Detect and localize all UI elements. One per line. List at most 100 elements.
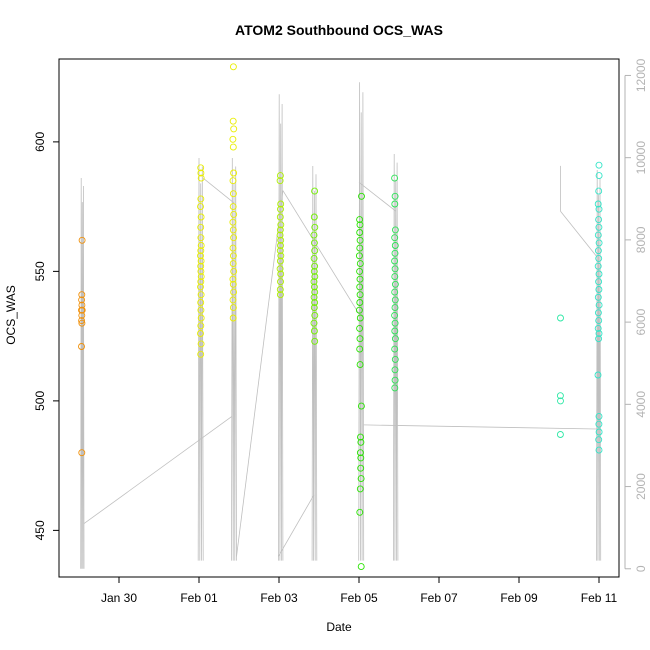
y-tick-label-1: 500 bbox=[33, 391, 47, 411]
data-point-1-43 bbox=[229, 280, 237, 288]
data-point-2-0 bbox=[276, 172, 284, 180]
data-point-4-8 bbox=[356, 267, 364, 275]
data-point-5-12 bbox=[391, 296, 399, 304]
data-point-3-8 bbox=[310, 267, 318, 275]
y2-tick-label-2: 4000 bbox=[634, 391, 648, 418]
data-point-4-4 bbox=[356, 236, 364, 244]
data-point-4-13 bbox=[355, 306, 363, 314]
data-point-4-18 bbox=[356, 361, 364, 369]
data-point-1-8 bbox=[197, 242, 205, 249]
data-point-2-9 bbox=[277, 242, 284, 249]
data-point-1-11 bbox=[197, 257, 205, 265]
data-point-2-4 bbox=[276, 213, 284, 221]
data-point-1-36 bbox=[229, 226, 237, 234]
data-point-1-25 bbox=[229, 63, 237, 71]
data-point-2-12 bbox=[276, 257, 284, 265]
data-point-4-24 bbox=[357, 464, 365, 472]
data-point-0-5 bbox=[78, 306, 86, 314]
data-point-3-2 bbox=[311, 223, 319, 231]
data-point-5-2 bbox=[391, 200, 399, 208]
data-point-7-1 bbox=[595, 172, 603, 180]
data-point-7-4 bbox=[595, 205, 603, 213]
data-point-5-0 bbox=[391, 174, 399, 182]
data-point-4-15 bbox=[356, 324, 364, 332]
data-point-0-9 bbox=[78, 343, 85, 350]
altitude-flight-0 bbox=[80, 177, 85, 569]
data-point-5-22 bbox=[391, 384, 399, 392]
altitude-connector-4 bbox=[282, 190, 360, 315]
x-tick-label-6: Feb 11 bbox=[581, 591, 618, 605]
data-point-3-7 bbox=[311, 262, 319, 270]
data-point-3-13 bbox=[310, 293, 318, 301]
data-point-1-42 bbox=[229, 275, 237, 283]
y-tick-label-0: 450 bbox=[33, 520, 47, 540]
data-point-4-17 bbox=[356, 345, 364, 353]
data-point-7-20 bbox=[595, 330, 603, 337]
altitude-connector-5 bbox=[358, 181, 396, 212]
data-point-4-21 bbox=[357, 438, 365, 446]
data-point-1-40 bbox=[229, 260, 237, 268]
data-point-4-11 bbox=[356, 291, 364, 299]
y-tick-label-2: 550 bbox=[33, 261, 47, 281]
altitude-flight-4 bbox=[311, 165, 318, 561]
data-point-5-13 bbox=[391, 304, 399, 312]
y2-tick-label-1: 2000 bbox=[634, 473, 648, 500]
y-tick-label-3: 600 bbox=[33, 132, 47, 152]
data-point-1-12 bbox=[197, 262, 205, 270]
data-point-3-4 bbox=[310, 239, 318, 247]
data-point-5-9 bbox=[391, 273, 399, 281]
x-axis-label: Date bbox=[326, 620, 352, 634]
x-tick-label-1: Feb 01 bbox=[180, 591, 218, 605]
data-point-1-47 bbox=[229, 314, 237, 322]
data-point-7-15 bbox=[594, 293, 602, 301]
data-point-3-10 bbox=[310, 278, 318, 286]
data-point-3-17 bbox=[310, 319, 318, 327]
data-point-3-0 bbox=[311, 187, 319, 195]
data-point-6-0 bbox=[557, 314, 564, 322]
data-point-5-7 bbox=[391, 257, 399, 265]
data-point-7-6 bbox=[595, 223, 603, 231]
altitude-flight-1 bbox=[197, 157, 204, 561]
data-point-3-3 bbox=[310, 231, 318, 239]
altitude-flight-5 bbox=[358, 82, 365, 561]
data-point-1-28 bbox=[229, 135, 237, 143]
data-point-1-27 bbox=[230, 125, 238, 133]
data-point-7-25 bbox=[595, 428, 603, 436]
data-point-4-7 bbox=[356, 260, 364, 268]
data-point-5-18 bbox=[391, 345, 399, 353]
data-point-1-39 bbox=[229, 252, 237, 260]
data-point-0-10 bbox=[78, 449, 86, 457]
data-point-1-18 bbox=[197, 299, 205, 306]
data-point-4-16 bbox=[356, 335, 364, 343]
data-point-1-41 bbox=[230, 267, 238, 275]
data-point-7-22 bbox=[594, 371, 602, 379]
data-point-4-0 bbox=[358, 192, 365, 200]
data-point-6-1 bbox=[556, 392, 564, 400]
data-point-2-2 bbox=[277, 200, 285, 208]
axes: 450 500 550 600 Jan 30 Feb 01 Feb 03 Feb 05 Feb … bbox=[33, 58, 648, 605]
data-point-1-13 bbox=[197, 267, 205, 275]
data-point-4-26 bbox=[356, 485, 364, 493]
data-point-1-37 bbox=[230, 234, 238, 242]
data-point-4-2 bbox=[356, 221, 364, 229]
data-point-1-14 bbox=[197, 273, 205, 281]
data-point-4-25 bbox=[357, 475, 365, 483]
altitude-connector-0 bbox=[83, 416, 232, 524]
data-point-4-20 bbox=[357, 433, 364, 441]
data-point-7-13 bbox=[595, 278, 603, 286]
data-point-4-10 bbox=[356, 283, 364, 291]
data-point-5-3 bbox=[391, 226, 399, 234]
data-point-1-15 bbox=[197, 278, 205, 286]
data-point-7-14 bbox=[595, 286, 603, 293]
data-point-7-9 bbox=[594, 247, 602, 255]
data-point-1-10 bbox=[197, 252, 204, 260]
data-point-7-7 bbox=[594, 231, 602, 239]
data-point-4-14 bbox=[356, 314, 364, 322]
data-point-1-33 bbox=[229, 203, 237, 211]
altitude-flight-7 bbox=[596, 169, 602, 561]
data-point-2-5 bbox=[277, 221, 285, 229]
data-point-5-4 bbox=[391, 234, 399, 242]
data-point-1-6 bbox=[197, 223, 205, 231]
data-point-3-9 bbox=[311, 273, 319, 281]
altitude-connector-2 bbox=[236, 190, 284, 557]
